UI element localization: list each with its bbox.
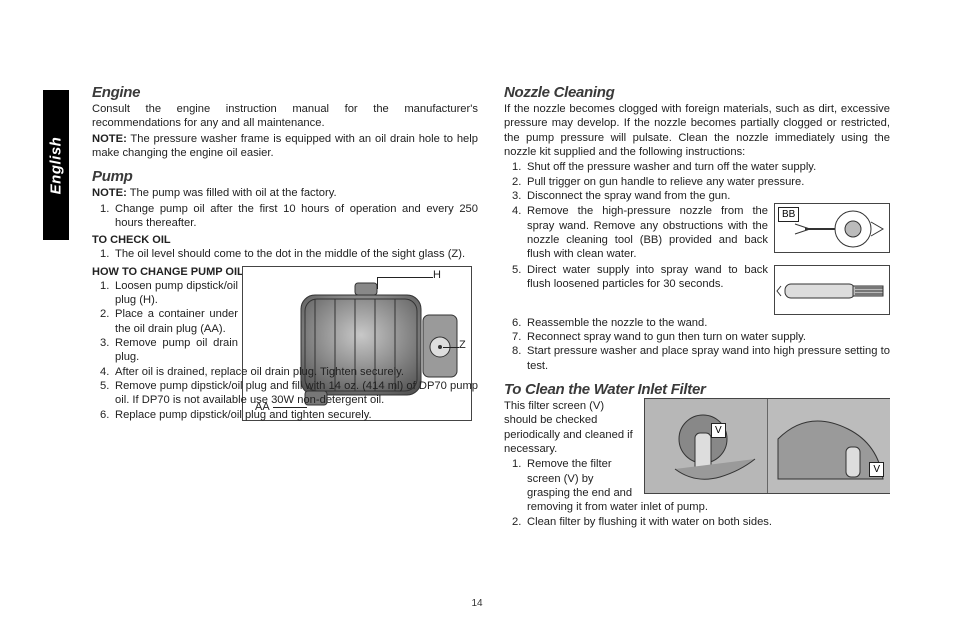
list-item: 2.Pull trigger on gun handle to relieve … [512,175,890,189]
pump-change-group: HOW TO CHANGE PUMP OIL [92,266,478,422]
engine-p2: NOTE: The pressure washer frame is equip… [92,132,478,161]
list-item: 1.Remove the filter screen (V) by graspi… [512,457,890,514]
heading-pump: Pump [92,168,478,185]
language-label: English [48,136,65,194]
nozzle-intro: If the nozzle becomes clogged with forei… [504,102,890,159]
nozzle-list-4: 6.Reassemble the nozzle to the wand. 7.R… [504,316,890,373]
label-v-1: V [711,423,726,438]
list-item: 7.Reconnect spray wand to gun then turn … [512,330,890,344]
heading-nozzle: Nozzle Cleaning [504,84,890,101]
page-number: 14 [0,598,954,609]
change-oil-list: 1.Loosen pump dipstick/oil plug (H). 2.P… [92,279,478,422]
list-item: 1.Loosen pump dipstick/oil plug (H). [100,279,478,308]
engine-p1: Consult the engine instruction manual fo… [92,102,478,131]
manual-page: Engine Consult the engine instruction ma… [92,82,890,592]
list-item: 4.Remove the high-pressure nozzle from t… [512,204,890,261]
language-tab: English [43,90,69,240]
pump-initial-list: 1.Change pump oil after the first 10 hou… [92,202,478,231]
heading-engine: Engine [92,84,478,101]
list-item: 6.Replace pump dipstick/oil plug and tig… [100,408,478,422]
list-item: 6.Reassemble the nozzle to the wand. [512,316,890,330]
filter-list: 1.Remove the filter screen (V) by graspi… [504,457,890,529]
check-oil-list: 1.The oil level should come to the dot i… [92,247,478,261]
list-item: 4.After oil is drained, replace oil drai… [100,365,478,379]
list-item: 3.Remove pump oil drain plug. [100,336,478,365]
nozzle-list-3: 5.Direct water supply into spray wand to… [504,263,890,292]
heading-filter: To Clean the Water Inlet Filter [504,381,890,398]
pump-note: NOTE: The pump was filled with oil at th… [92,186,478,200]
list-item: 2.Clean filter by flushing it with water… [512,515,890,529]
right-column: Nozzle Cleaning If the nozzle becomes cl… [504,82,890,592]
subheading-check-oil: TO CHECK OIL [92,234,478,246]
list-item: 2.Place a container under the oil drain … [100,307,478,336]
list-item: 5.Remove pump dipstick/oil plug and fill… [100,379,478,408]
nozzle-list-2: 4.Remove the high-pressure nozzle from t… [504,204,890,261]
list-item: 1.Shut off the pressure washer and turn … [512,160,890,174]
list-item: 1.The oil level should come to the dot i… [100,247,478,261]
list-item: 1.Change pump oil after the first 10 hou… [100,202,478,231]
list-item: 3.Disconnect the spray wand from the gun… [512,189,890,203]
list-item: 8.Start pressure washer and place spray … [512,344,890,373]
nozzle-list: 1.Shut off the pressure washer and turn … [504,160,890,203]
list-item: 5.Direct water supply into spray wand to… [512,263,890,292]
left-column: Engine Consult the engine instruction ma… [92,82,478,592]
